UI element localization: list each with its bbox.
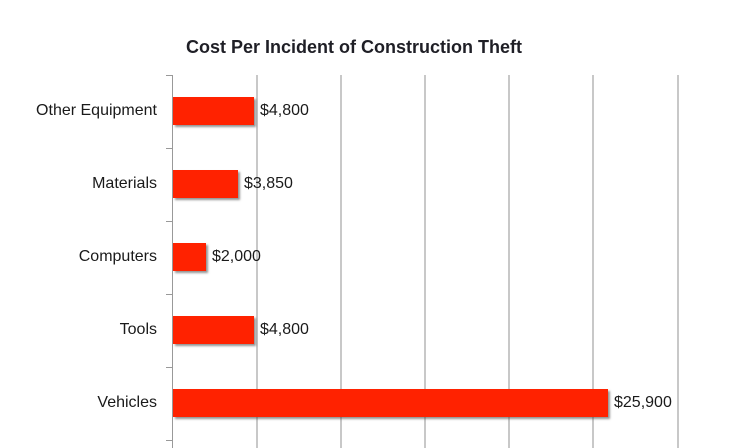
bar-tools bbox=[173, 316, 254, 344]
gridline bbox=[677, 75, 679, 448]
category-tick bbox=[166, 367, 172, 368]
value-label: $2,000 bbox=[212, 248, 261, 265]
value-label: $4,800 bbox=[260, 102, 309, 119]
gridline bbox=[256, 75, 258, 448]
bar-computers bbox=[173, 243, 206, 271]
gridline bbox=[424, 75, 426, 448]
category-label: Materials bbox=[92, 175, 157, 192]
category-label: Other Equipment bbox=[36, 102, 157, 119]
chart-title: Cost Per Incident of Construction Theft bbox=[186, 37, 522, 57]
value-label: $4,800 bbox=[260, 321, 309, 338]
category-tick bbox=[166, 294, 172, 295]
category-tick bbox=[166, 440, 172, 441]
category-label: Vehicles bbox=[97, 394, 157, 411]
gridline bbox=[508, 75, 510, 448]
category-tick bbox=[166, 148, 172, 149]
value-label: $25,900 bbox=[614, 394, 672, 411]
bar-other-equipment bbox=[173, 97, 254, 125]
plot-area: $4,800 $3,850 $2,000 $4,800 $25,900 bbox=[166, 75, 682, 448]
value-label: $3,850 bbox=[244, 175, 293, 192]
y-axis bbox=[172, 75, 173, 448]
bar-vehicles bbox=[173, 389, 608, 417]
gridline bbox=[592, 75, 594, 448]
gridline bbox=[340, 75, 342, 448]
category-label: Tools bbox=[119, 321, 157, 338]
category-tick bbox=[166, 221, 172, 222]
category-label: Computers bbox=[78, 248, 157, 265]
category-tick bbox=[166, 75, 172, 76]
bar-materials bbox=[173, 170, 238, 198]
